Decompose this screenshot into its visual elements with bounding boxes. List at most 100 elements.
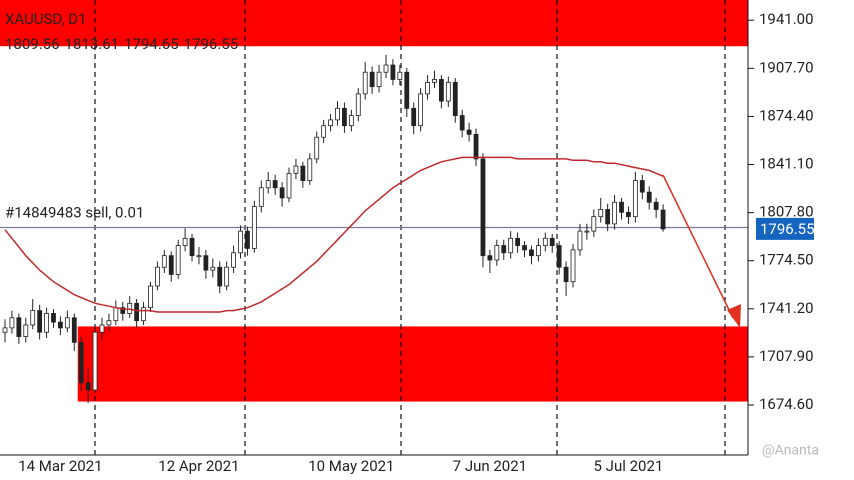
candle-body (224, 266, 230, 287)
candle-body (293, 165, 299, 174)
candle-body (591, 216, 597, 232)
annotation-arrow (662, 174, 734, 319)
candle-body (660, 209, 666, 230)
candle-body (646, 191, 652, 203)
candle-body (113, 307, 119, 322)
candle-body (411, 107, 417, 127)
candle-body (397, 71, 403, 80)
candle-body (210, 266, 216, 271)
candle-body (44, 313, 49, 333)
candle-body (2, 327, 8, 333)
watermark: @Ananta (762, 443, 819, 459)
candle-body (203, 255, 209, 271)
candle-body (168, 255, 174, 275)
candle-body (71, 317, 77, 343)
candle-body (459, 115, 465, 131)
candle-body (64, 317, 70, 329)
candle-body (549, 237, 555, 246)
candle-body (92, 331, 98, 391)
candle-body (51, 313, 56, 323)
candle-body (342, 107, 347, 127)
order-label: #14849483 sell, 0.01 (5, 203, 144, 221)
y-tick-label: 1841.10 (759, 154, 814, 172)
y-tick-label: 1741.20 (759, 299, 814, 317)
candle-body (307, 158, 313, 181)
candle-body (99, 324, 105, 333)
ohlc-value: 1813.61 (65, 35, 120, 53)
candle-body (501, 245, 507, 254)
candle-body (522, 245, 527, 251)
candle-body (577, 230, 583, 251)
candle-body (321, 125, 327, 138)
candle-body (106, 320, 112, 326)
candle-body (217, 266, 223, 287)
candle-body (570, 249, 576, 283)
candle-body (432, 79, 437, 83)
candle-body (16, 317, 22, 337)
x-tick-label: 10 May 2021 (308, 457, 394, 475)
candle-body (141, 307, 146, 322)
y-tick-label: 1707.90 (759, 347, 814, 365)
candle-body (494, 245, 500, 261)
candle-body (161, 255, 167, 268)
candle-body (535, 245, 541, 257)
moving-average (4, 156, 664, 313)
candle-body (626, 211, 631, 218)
candle-body (37, 310, 43, 333)
candle-body (452, 81, 458, 116)
ohlc-header: 1809.56 1813.61 1794.65 1796.55 (5, 35, 238, 53)
candle-body (383, 64, 389, 73)
candle-body (466, 129, 472, 135)
ohlc-value: 1794.65 (124, 35, 179, 53)
chart-title: XAUUSD, D1 (5, 10, 86, 28)
x-tick-label: 5 Jul 2021 (594, 457, 664, 475)
candle-body (418, 93, 424, 127)
candle-body (30, 310, 36, 326)
candle-body (584, 230, 590, 233)
candle-body (196, 255, 202, 258)
ohlc-value: 1809.56 (5, 35, 60, 53)
price-tag (756, 217, 814, 240)
y-tick-label: 1807.80 (759, 203, 814, 221)
candle-body (369, 71, 375, 88)
x-tick-label: 12 Apr 2021 (158, 457, 239, 475)
candle-body (487, 255, 493, 261)
candle-body (598, 209, 604, 218)
candle-body (376, 71, 382, 88)
candle-body (265, 180, 271, 189)
arrow-head (727, 304, 741, 328)
candle-body (245, 230, 250, 249)
candle-body (473, 133, 479, 160)
candle-body (279, 187, 285, 199)
candle-body (404, 71, 410, 109)
candle-body (508, 237, 514, 254)
ohlc-value: 1796.55 (184, 35, 239, 53)
candle-body (314, 136, 320, 160)
candle-body (653, 201, 659, 210)
candle-body (238, 230, 243, 254)
candle-body (182, 237, 188, 246)
candle-body (445, 81, 451, 102)
candle-body (335, 107, 340, 121)
candle-body (605, 209, 611, 225)
candle-body (639, 180, 645, 193)
candle-body (231, 252, 236, 268)
candle-body (515, 237, 521, 246)
candle-body (134, 302, 140, 322)
candle-body (390, 64, 396, 80)
candle-body (78, 341, 84, 384)
candle-body (300, 165, 306, 181)
candle-body (120, 307, 126, 314)
candle-body (362, 71, 368, 95)
candle-body (251, 206, 257, 249)
price-tag-label: 1796.55 (760, 220, 815, 238)
candle-body (154, 266, 160, 287)
y-tick-label: 1874.40 (759, 106, 814, 124)
candle-body (85, 382, 91, 391)
candle-body (272, 180, 278, 189)
candle-body (355, 93, 361, 116)
x-tick-label: 14 Mar 2021 (18, 457, 102, 475)
candle-body (286, 172, 292, 199)
zone (0, 0, 748, 47)
candle-body (148, 285, 153, 309)
